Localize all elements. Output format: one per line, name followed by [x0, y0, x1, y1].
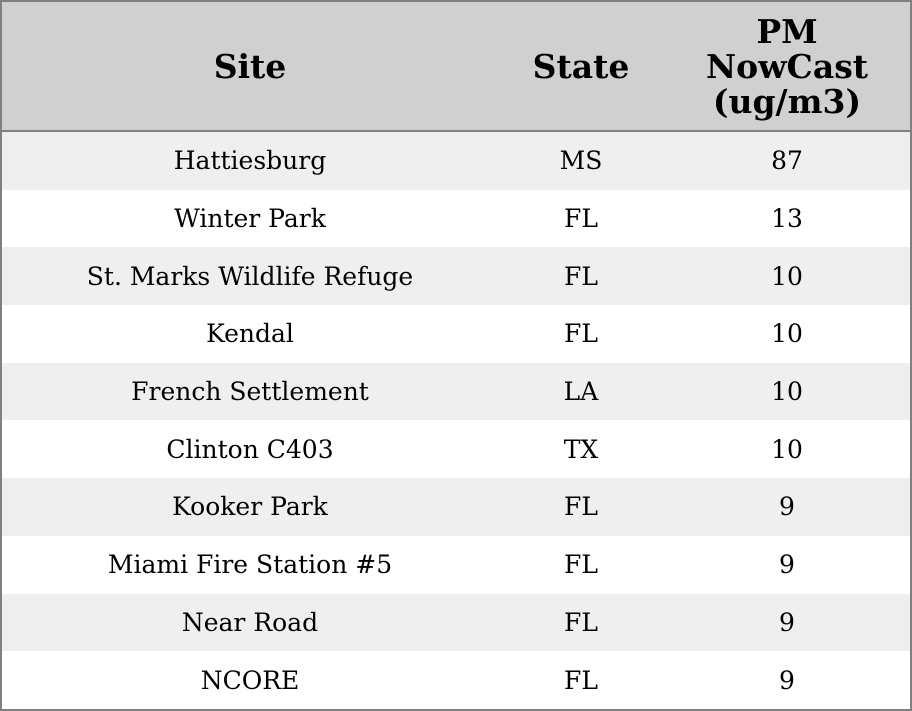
header-text: Site — [213, 46, 287, 86]
table-cell: TX — [563, 434, 599, 464]
table-cell: 9 — [779, 607, 795, 637]
table-cell: 9 — [779, 492, 795, 522]
table-cell: NCORE — [200, 665, 300, 695]
table-cell: 10 — [771, 377, 803, 407]
table-cell: 10 — [771, 319, 803, 349]
table-cell: MS — [559, 146, 603, 176]
table-cell: St. Marks Wildlife Refuge — [86, 261, 414, 291]
header-row: Site State PM NowCast (ug/m3) — [2, 2, 910, 132]
table-cell: FL — [564, 261, 598, 291]
table-cell: Hattiesburg — [173, 146, 327, 176]
header-cell: PM NowCast (ug/m3) — [664, 2, 910, 130]
header-cell: Site — [2, 2, 498, 130]
table-cell: FL — [564, 492, 598, 522]
table-row: St. Marks Wildlife Refuge FL 10 — [2, 247, 910, 306]
table-row: Hattiesburg MS 87 — [2, 132, 910, 190]
table-cell: 10 — [771, 261, 803, 291]
table-cell: Kooker Park — [172, 492, 328, 522]
table-cell: LA — [563, 377, 599, 407]
header-cell: State — [498, 2, 664, 130]
table-row: Near Road FL 9 — [2, 593, 910, 652]
table-row: Clinton C403 TX 10 — [2, 420, 910, 479]
table-cell: FL — [564, 607, 598, 637]
table-row: Miami Fire Station #5 FL 9 — [2, 535, 910, 594]
table-row: Winter Park FL 13 — [2, 189, 910, 248]
table-row: Kooker Park FL 9 — [2, 478, 910, 536]
table-cell: French Settlement — [131, 377, 369, 407]
table-cell: 9 — [779, 550, 795, 580]
table-cell: Winter Park — [174, 204, 326, 234]
table-cell: 10 — [771, 434, 803, 464]
table-cell: FL — [564, 204, 598, 234]
header-text: State — [532, 46, 630, 86]
table-cell: FL — [564, 319, 598, 349]
table-cell: 87 — [771, 146, 803, 176]
table-cell: Near Road — [181, 607, 319, 637]
table-cell: Kendal — [206, 319, 294, 349]
header-text: PM NowCast (ug/m3) — [705, 11, 869, 121]
table-cell: 13 — [771, 204, 803, 234]
table-cell: Miami Fire Station #5 — [107, 550, 393, 580]
table-cell: Clinton C403 — [166, 434, 334, 464]
table-cell: FL — [564, 665, 598, 695]
table-cell: FL — [564, 550, 598, 580]
table-row: NCORE FL 9 — [2, 651, 910, 709]
table-row: Kendal FL 10 — [2, 305, 910, 363]
table-cell: 9 — [779, 665, 795, 695]
table-row: French Settlement LA 10 — [2, 362, 910, 421]
